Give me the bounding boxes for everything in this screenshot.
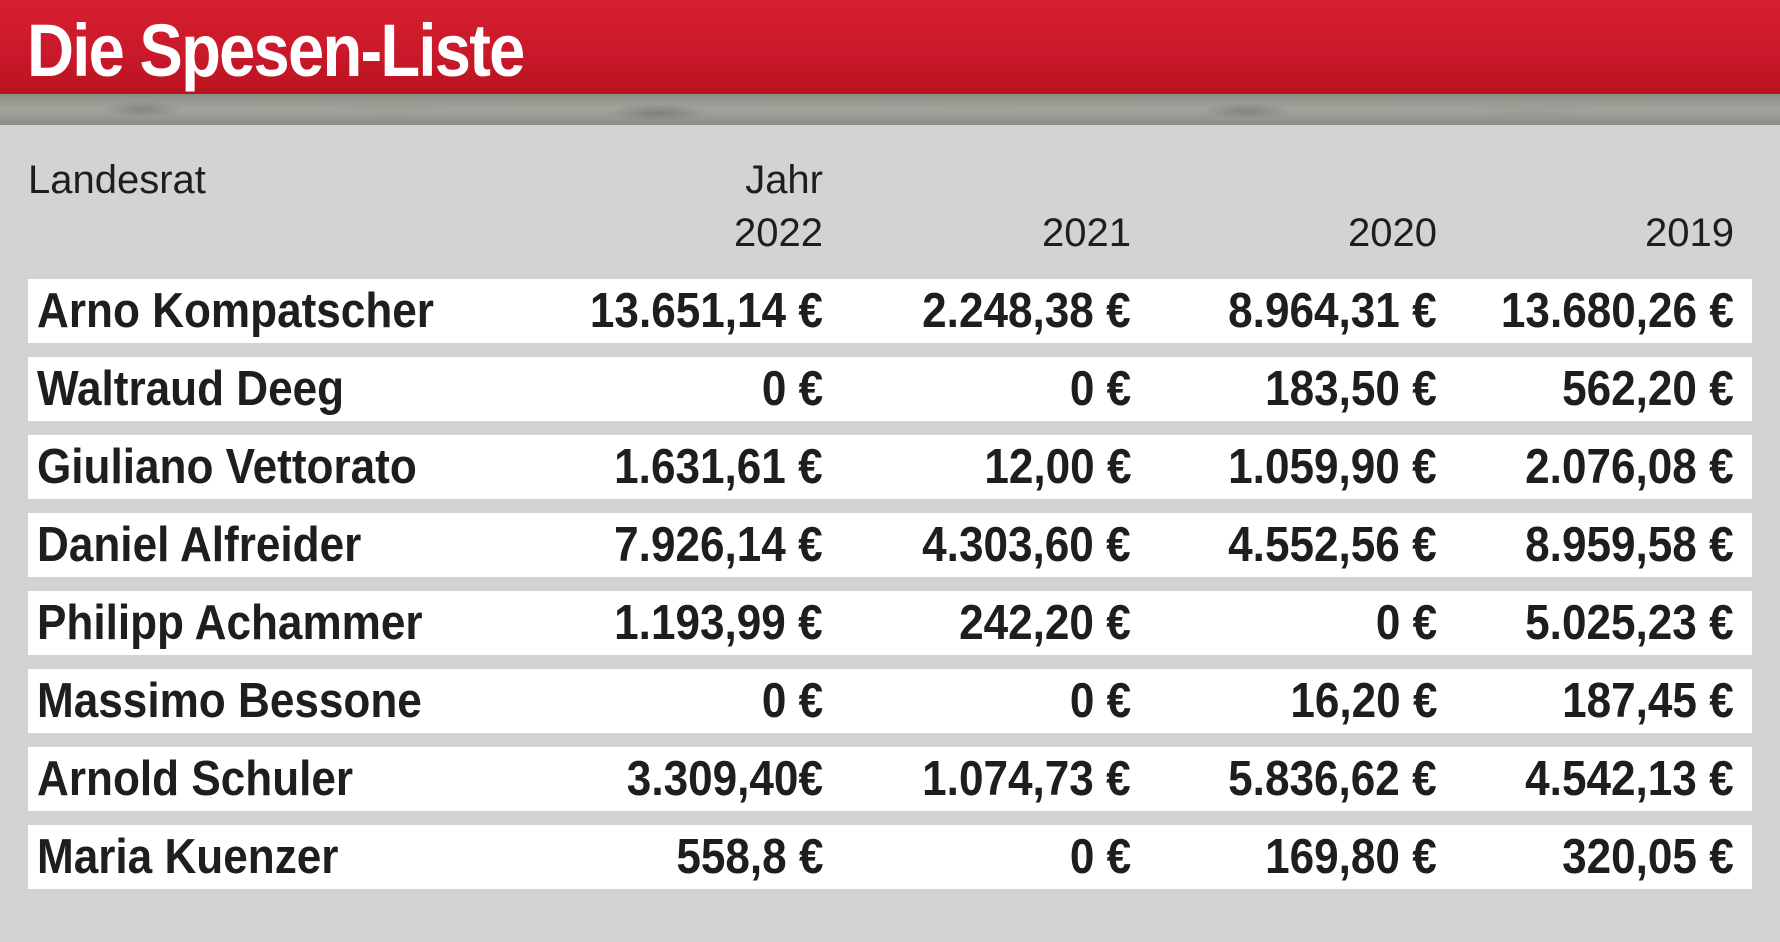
value-2020: 4.552,56 € — [1228, 518, 1437, 572]
value-2022: 0 € — [761, 674, 823, 728]
stone-texture-strip — [0, 94, 1780, 125]
value-2022: 13.651,14 € — [590, 284, 823, 338]
row-name: Arnold Schuler — [37, 752, 354, 806]
table-row: Giuliano Vettorato 1.631,61 € 12,00 € 1.059… — [28, 435, 1752, 499]
table-row: Maria Kuenzer 558,8 € 0 € 169,80 € 320,05 € — [28, 825, 1752, 889]
value-2020: 5.836,62 € — [1228, 752, 1437, 806]
value-2021: 0 € — [1069, 674, 1131, 728]
value-2021: 4.303,60 € — [922, 518, 1131, 572]
value-2021: 0 € — [1069, 830, 1131, 884]
value-2022: 7.926,14 € — [614, 518, 823, 572]
value-2021: 2.248,38 € — [922, 284, 1131, 338]
value-2019: 13.680,26 € — [1501, 284, 1734, 338]
row-name: Daniel Alfreider — [37, 518, 362, 572]
value-2022: 0 € — [761, 362, 823, 416]
value-2021: 0 € — [1069, 362, 1131, 416]
value-2022: 1.631,61 € — [614, 440, 823, 494]
column-header-2021: 2021 — [1042, 211, 1131, 255]
value-2020: 0 € — [1375, 596, 1437, 650]
value-2021: 12,00 € — [983, 440, 1131, 494]
column-header-2022: 2022 — [734, 211, 823, 255]
value-2020: 1.059,90 € — [1228, 440, 1437, 494]
row-name: Waltraud Deeg — [37, 362, 345, 416]
header-jahr: Jahr — [745, 158, 823, 202]
column-header-2019: 2019 — [1645, 211, 1734, 255]
table-row: Waltraud Deeg 0 € 0 € 183,50 € 562,20 € — [28, 357, 1752, 421]
value-2021: 242,20 € — [959, 596, 1131, 650]
row-name: Philipp Achammer — [37, 596, 423, 650]
value-2022: 3.309,40€ — [626, 752, 823, 806]
table-row: Arno Kompatscher 13.651,14 € 2.248,38 € 8.9… — [28, 279, 1752, 343]
value-2020: 8.964,31 € — [1228, 284, 1437, 338]
value-2022: 558,8 € — [675, 830, 823, 884]
row-name: Giuliano Vettorato — [37, 440, 417, 494]
table-row: Philipp Achammer 1.193,99 € 242,20 € 0 € 5.0… — [28, 591, 1752, 655]
chart-title: Die Spesen-Liste — [27, 9, 525, 92]
value-2021: 1.074,73 € — [922, 752, 1131, 806]
table-row: Daniel Alfreider 7.926,14 € 4.303,60 € 4.55… — [28, 513, 1752, 577]
value-2022: 1.193,99 € — [614, 596, 823, 650]
table-row: Massimo Bessone 0 € 0 € 16,20 € 187,45 € — [28, 669, 1752, 733]
header-landesrat: Landesrat — [28, 158, 206, 202]
value-2019: 2.076,08 € — [1525, 440, 1734, 494]
value-2019: 187,45 € — [1562, 674, 1734, 728]
value-2020: 16,20 € — [1289, 674, 1437, 728]
row-name: Maria Kuenzer — [37, 830, 339, 884]
value-2019: 4.542,13 € — [1525, 752, 1734, 806]
table-row: Arnold Schuler 3.309,40€ 1.074,73 € 5.836,6… — [28, 747, 1752, 811]
column-header-2020: 2020 — [1348, 211, 1437, 255]
value-2019: 320,05 € — [1562, 830, 1734, 884]
value-2019: 5.025,23 € — [1525, 596, 1734, 650]
value-2020: 169,80 € — [1265, 830, 1437, 884]
row-name: Arno Kompatscher — [37, 284, 434, 338]
value-2019: 8.959,58 € — [1525, 518, 1734, 572]
value-2019: 562,20 € — [1562, 362, 1734, 416]
value-2020: 183,50 € — [1265, 362, 1437, 416]
title-banner: Die Spesen-Liste — [0, 0, 1780, 94]
row-name: Massimo Bessone — [37, 674, 422, 728]
